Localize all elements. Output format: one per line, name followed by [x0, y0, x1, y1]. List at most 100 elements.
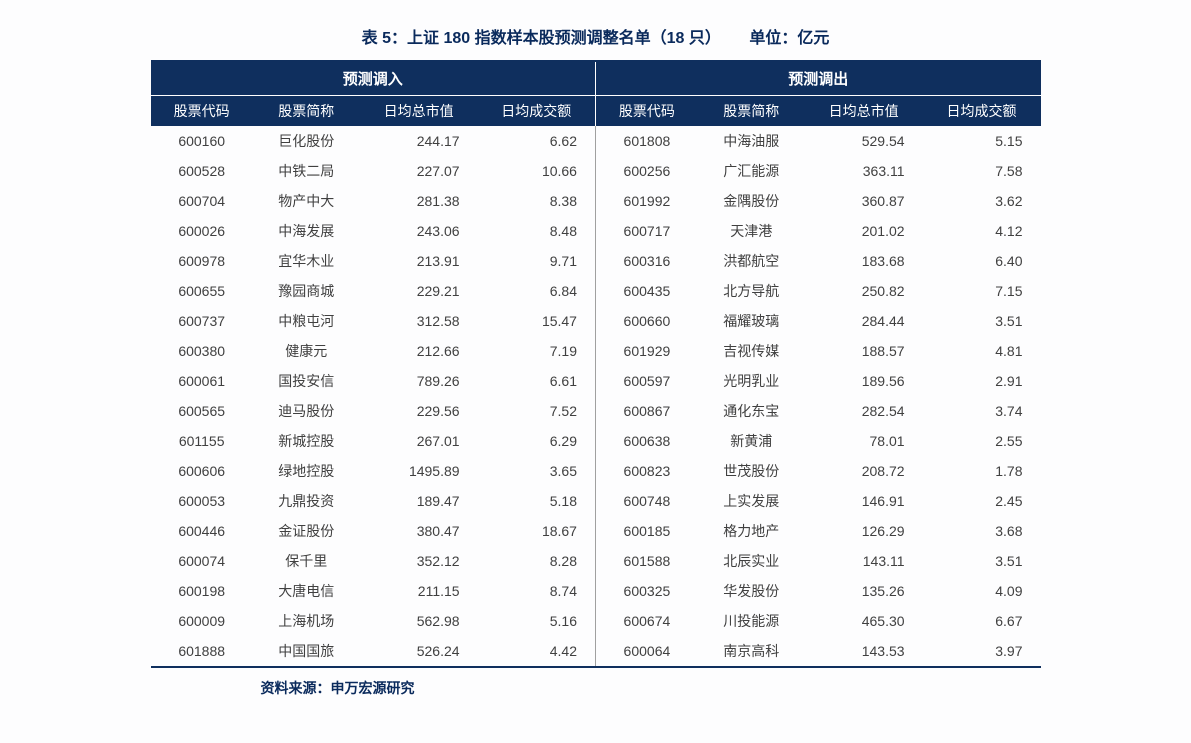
- table-row: 600978宜华木业213.919.71600316洪都航空183.686.40: [151, 246, 1041, 276]
- cell-in_name: 九鼎投资: [253, 486, 360, 516]
- cell-out_vol: 3.68: [923, 516, 1041, 546]
- cell-in_name: 巨化股份: [253, 126, 360, 156]
- table-container: 预测调入 预测调出 股票代码 股票简称 日均总市值 日均成交额 股票代码 股票简…: [151, 60, 1041, 668]
- cell-in_name: 中国国旅: [253, 636, 360, 666]
- cell-out_vol: 5.15: [923, 126, 1041, 156]
- cell-out_vol: 1.78: [923, 456, 1041, 486]
- cell-in_code: 600026: [151, 216, 253, 246]
- cell-in_code: 600380: [151, 336, 253, 366]
- col-header: 日均总市值: [360, 96, 478, 127]
- col-header: 股票代码: [595, 96, 697, 127]
- cell-in_cap: 244.17: [360, 126, 478, 156]
- cell-out_name: 新黄浦: [698, 426, 805, 456]
- table-row: 600061国投安信789.266.61600597光明乳业189.562.91: [151, 366, 1041, 396]
- cell-out_name: 中海油服: [698, 126, 805, 156]
- cell-out_code: 601992: [595, 186, 697, 216]
- cell-in_code: 600978: [151, 246, 253, 276]
- cell-in_vol: 6.84: [478, 276, 596, 306]
- table-row: 600198大唐电信211.158.74600325华发股份135.264.09: [151, 576, 1041, 606]
- cell-in_cap: 229.56: [360, 396, 478, 426]
- col-header: 股票简称: [698, 96, 805, 127]
- cell-out_cap: 188.57: [805, 336, 923, 366]
- cell-out_vol: 3.74: [923, 396, 1041, 426]
- cell-in_vol: 6.62: [478, 126, 596, 156]
- cell-in_cap: 213.91: [360, 246, 478, 276]
- cell-in_code: 600704: [151, 186, 253, 216]
- cell-in_cap: 352.12: [360, 546, 478, 576]
- cell-in_cap: 312.58: [360, 306, 478, 336]
- table-row: 600074保千里352.128.28601588北辰实业143.113.51: [151, 546, 1041, 576]
- group-header-row: 预测调入 预测调出: [151, 62, 1041, 96]
- cell-in_vol: 8.28: [478, 546, 596, 576]
- cell-in_name: 中海发展: [253, 216, 360, 246]
- cell-out_cap: 126.29: [805, 516, 923, 546]
- cell-out_vol: 2.55: [923, 426, 1041, 456]
- cell-out_vol: 2.45: [923, 486, 1041, 516]
- cell-in_vol: 6.29: [478, 426, 596, 456]
- cell-in_cap: 229.21: [360, 276, 478, 306]
- cell-out_cap: 360.87: [805, 186, 923, 216]
- cell-out_vol: 4.81: [923, 336, 1041, 366]
- cell-out_vol: 3.51: [923, 306, 1041, 336]
- cell-out_vol: 7.58: [923, 156, 1041, 186]
- table-row: 600737中粮屯河312.5815.47600660福耀玻璃284.443.5…: [151, 306, 1041, 336]
- cell-out_cap: 143.53: [805, 636, 923, 666]
- col-header: 日均成交额: [478, 96, 596, 127]
- cell-out_vol: 3.97: [923, 636, 1041, 666]
- cell-in_vol: 8.38: [478, 186, 596, 216]
- table-row: 600655豫园商城229.216.84600435北方导航250.827.15: [151, 276, 1041, 306]
- cell-in_vol: 5.16: [478, 606, 596, 636]
- cell-out_name: 福耀玻璃: [698, 306, 805, 336]
- table-row: 601888中国国旅526.244.42600064南京高科143.533.97: [151, 636, 1041, 666]
- cell-out_name: 天津港: [698, 216, 805, 246]
- cell-out_code: 600325: [595, 576, 697, 606]
- cell-out_code: 600660: [595, 306, 697, 336]
- cell-in_name: 豫园商城: [253, 276, 360, 306]
- cell-in_cap: 562.98: [360, 606, 478, 636]
- cell-in_cap: 1495.89: [360, 456, 478, 486]
- stock-table: 预测调入 预测调出 股票代码 股票简称 日均总市值 日均成交额 股票代码 股票简…: [151, 62, 1041, 666]
- cell-in_vol: 8.74: [478, 576, 596, 606]
- cell-out_code: 600674: [595, 606, 697, 636]
- table-row: 600380健康元212.667.19601929吉视传媒188.574.81: [151, 336, 1041, 366]
- table-title: 表 5：上证 180 指数样本股预测调整名单（18 只） 单位：亿元: [0, 24, 1191, 48]
- cell-in_name: 物产中大: [253, 186, 360, 216]
- cell-out_code: 600435: [595, 276, 697, 306]
- cell-in_cap: 211.15: [360, 576, 478, 606]
- table-row: 600565迪马股份229.567.52600867通化东宝282.543.74: [151, 396, 1041, 426]
- column-header-row: 股票代码 股票简称 日均总市值 日均成交额 股票代码 股票简称 日均总市值 日均…: [151, 96, 1041, 127]
- cell-out_cap: 146.91: [805, 486, 923, 516]
- cell-out_name: 吉视传媒: [698, 336, 805, 366]
- cell-in_name: 保千里: [253, 546, 360, 576]
- table-row: 600606绿地控股1495.893.65600823世茂股份208.721.7…: [151, 456, 1041, 486]
- group-header-in: 预测调入: [151, 62, 596, 96]
- cell-out_code: 600256: [595, 156, 697, 186]
- cell-in_cap: 189.47: [360, 486, 478, 516]
- title-unit: 单位：亿元: [749, 30, 829, 47]
- cell-out_code: 600867: [595, 396, 697, 426]
- cell-in_code: 600528: [151, 156, 253, 186]
- cell-out_name: 南京高科: [698, 636, 805, 666]
- cell-out_cap: 135.26: [805, 576, 923, 606]
- cell-out_vol: 3.51: [923, 546, 1041, 576]
- cell-out_vol: 2.91: [923, 366, 1041, 396]
- cell-out_cap: 201.02: [805, 216, 923, 246]
- cell-out_vol: 4.12: [923, 216, 1041, 246]
- cell-in_cap: 789.26: [360, 366, 478, 396]
- cell-in_vol: 7.52: [478, 396, 596, 426]
- cell-out_code: 600064: [595, 636, 697, 666]
- cell-out_cap: 189.56: [805, 366, 923, 396]
- cell-in_vol: 7.19: [478, 336, 596, 366]
- cell-in_name: 宜华木业: [253, 246, 360, 276]
- cell-in_name: 健康元: [253, 336, 360, 366]
- cell-out_name: 通化东宝: [698, 396, 805, 426]
- cell-out_cap: 465.30: [805, 606, 923, 636]
- cell-out_code: 600823: [595, 456, 697, 486]
- cell-out_name: 华发股份: [698, 576, 805, 606]
- cell-in_cap: 380.47: [360, 516, 478, 546]
- cell-out_name: 北方导航: [698, 276, 805, 306]
- cell-out_cap: 284.44: [805, 306, 923, 336]
- table-row: 600528中铁二局227.0710.66600256广汇能源363.117.5…: [151, 156, 1041, 186]
- col-header: 股票简称: [253, 96, 360, 127]
- cell-in_vol: 10.66: [478, 156, 596, 186]
